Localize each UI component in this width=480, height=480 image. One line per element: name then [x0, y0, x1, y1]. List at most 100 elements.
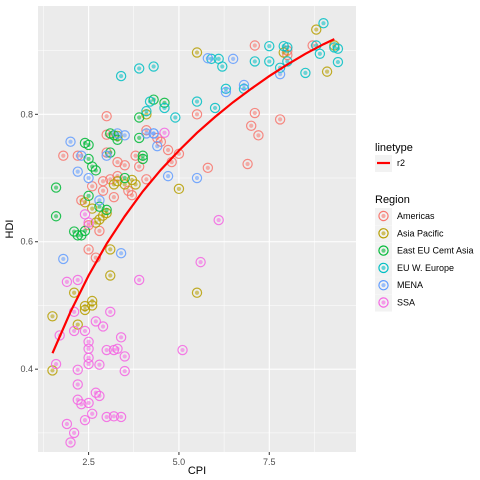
region-legend-key-ring	[378, 262, 389, 274]
point-center	[104, 153, 109, 158]
point-ring	[72, 364, 83, 376]
point-ring	[282, 42, 293, 53]
point-center	[220, 64, 225, 69]
line-legend-label: r2	[397, 158, 405, 168]
point-ring	[318, 18, 329, 29]
point-center	[176, 186, 182, 191]
point-ring	[105, 244, 116, 255]
point-ring	[90, 387, 102, 398]
point-ring	[332, 43, 344, 54]
point-ring	[90, 217, 102, 228]
point-ring	[152, 140, 163, 152]
point-eu-w-europe	[264, 56, 275, 67]
point-ssa	[133, 274, 145, 286]
point-center	[241, 82, 247, 88]
point-eu-w-europe	[332, 56, 344, 68]
point-center	[86, 400, 91, 406]
point-asia-pacific	[87, 300, 98, 311]
point-center	[82, 212, 88, 217]
point-center	[86, 339, 91, 344]
point-ring	[105, 147, 116, 158]
point-center	[194, 50, 200, 55]
point-ring	[311, 24, 322, 35]
point-center	[256, 133, 261, 138]
point-east-eu-cemt-asia	[137, 153, 148, 165]
point-mena	[94, 195, 105, 206]
point-center	[129, 193, 135, 198]
region-legend-key-center	[381, 213, 386, 219]
point-center	[119, 251, 124, 256]
point-mena	[152, 140, 163, 152]
point-center	[122, 163, 127, 168]
region-legend-title: Region	[375, 194, 410, 206]
point-ring	[141, 128, 152, 139]
point-center	[137, 135, 142, 140]
point-center	[86, 247, 91, 252]
point-center	[115, 179, 120, 184]
point-center	[144, 177, 149, 182]
point-center	[133, 182, 138, 187]
point-ring	[195, 256, 206, 268]
point-ssa	[108, 411, 120, 422]
point-center	[68, 440, 73, 445]
point-eu-w-europe	[170, 112, 181, 123]
point-ring	[87, 203, 98, 214]
point-ring	[105, 270, 116, 281]
point-center	[324, 69, 330, 74]
point-mena	[58, 253, 69, 265]
point-ring	[58, 253, 69, 265]
point-americas	[101, 111, 112, 122]
point-ring	[148, 128, 159, 139]
point-eu-w-europe	[264, 40, 275, 52]
point-ssa	[76, 399, 87, 410]
point-center	[75, 382, 80, 387]
point-eu-w-europe	[191, 96, 203, 107]
point-center	[173, 115, 178, 120]
point-mena	[148, 128, 159, 139]
point-ring	[65, 136, 76, 147]
region-legend-label: SSA	[397, 298, 415, 308]
point-center	[90, 184, 95, 189]
point-east-eu-cemt-asia	[119, 172, 130, 184]
point-center	[119, 414, 124, 420]
point-ring	[119, 130, 130, 141]
point-center	[151, 131, 156, 136]
point-ring	[137, 153, 148, 165]
point-center	[82, 200, 88, 205]
point-center	[86, 220, 91, 225]
point-mena	[141, 128, 152, 139]
point-ssa	[72, 364, 83, 376]
point-center	[137, 164, 142, 169]
legend: linetype Region r2 Americas Asia Pacific Ea…	[375, 142, 474, 312]
point-mena	[76, 150, 87, 161]
point-center	[267, 44, 272, 49]
point-ring	[108, 179, 120, 190]
point-center	[61, 256, 66, 262]
point-center	[72, 328, 77, 334]
point-mena	[119, 130, 130, 141]
point-center	[205, 165, 210, 170]
point-ring	[87, 300, 98, 311]
data-points	[47, 18, 344, 448]
point-ring	[58, 150, 69, 161]
point-asia-pacific	[321, 66, 333, 77]
point-ring	[83, 172, 94, 184]
region-legend-label: MENA	[397, 280, 423, 290]
point-ring	[126, 190, 138, 201]
point-mena	[112, 128, 123, 139]
region-legend-label: Asia Pacific	[397, 228, 444, 238]
point-eu-w-europe	[213, 53, 224, 65]
point-ssa	[105, 306, 116, 318]
point-asia-pacific	[191, 287, 203, 298]
region-legend-label: Americas	[397, 211, 435, 221]
point-ring	[274, 114, 286, 125]
point-center	[267, 59, 272, 64]
point-eu-w-europe	[318, 18, 329, 29]
point-ssa	[159, 127, 170, 138]
point-ring	[115, 411, 127, 423]
point-center	[93, 319, 98, 324]
point-center	[285, 45, 290, 50]
point-center	[122, 133, 127, 138]
point-mena	[115, 248, 127, 259]
